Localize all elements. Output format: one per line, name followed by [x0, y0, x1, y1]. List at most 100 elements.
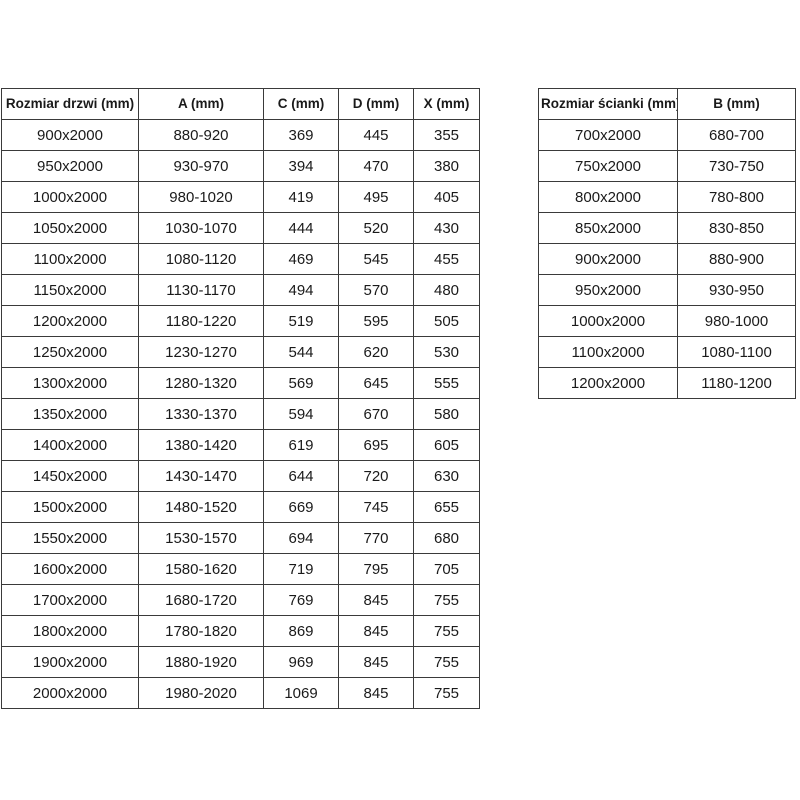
table-cell: 594: [263, 398, 339, 430]
table-cell: 670: [338, 398, 414, 430]
table-cell: 830-850: [677, 212, 796, 244]
table-cell: 494: [263, 274, 339, 306]
table-cell: 700x2000: [538, 119, 678, 151]
table-header-row: Rozmiar drzwi (mm) A (mm) C (mm) D (mm) X (m…: [1, 88, 480, 120]
table-cell: 1880-1920: [138, 646, 264, 678]
table-cell: 755: [413, 584, 480, 616]
table-cell: 1230-1270: [138, 336, 264, 368]
table-cell: 850x2000: [538, 212, 678, 244]
table-row: 800x2000 780-800: [538, 181, 796, 213]
column-header: C (mm): [263, 88, 339, 120]
table-cell: 1900x2000: [1, 646, 139, 678]
table-cell: 769: [263, 584, 339, 616]
table-cell: 355: [413, 119, 480, 151]
table-cell: 669: [263, 491, 339, 523]
table-cell: 1280-1320: [138, 367, 264, 399]
table-cell: 545: [338, 243, 414, 275]
table-cell: 1000x2000: [538, 305, 678, 337]
table-cell: 755: [413, 677, 480, 709]
table-cell: 619: [263, 429, 339, 461]
table-row: 1200x2000 1180-1200: [538, 367, 796, 399]
table-cell: 845: [338, 677, 414, 709]
table-row: 1000x2000 980-1020 419 495 405: [1, 181, 480, 213]
table-cell: 1700x2000: [1, 584, 139, 616]
table-cell: 705: [413, 553, 480, 585]
table-cell: 1330-1370: [138, 398, 264, 430]
table-row: 1100x2000 1080-1120 469 545 455: [1, 243, 480, 275]
table-cell: 1130-1170: [138, 274, 264, 306]
table-row: 1150x2000 1130-1170 494 570 480: [1, 274, 480, 306]
table-cell: 680-700: [677, 119, 796, 151]
table-cell: 495: [338, 181, 414, 213]
table-cell: 380: [413, 150, 480, 182]
table-cell: 520: [338, 212, 414, 244]
table-cell: 755: [413, 615, 480, 647]
table-cell: 1150x2000: [1, 274, 139, 306]
table-cell: 950x2000: [538, 274, 678, 306]
table-cell: 519: [263, 305, 339, 337]
table-row: 2000x2000 1980-2020 1069 845 755: [1, 677, 480, 709]
table-cell: 1030-1070: [138, 212, 264, 244]
table-cell: 419: [263, 181, 339, 213]
table-cell: 630: [413, 460, 480, 492]
table-cell: 655: [413, 491, 480, 523]
table-cell: 644: [263, 460, 339, 492]
table-cell: 570: [338, 274, 414, 306]
table-cell: 930-970: [138, 150, 264, 182]
table-cell: 795: [338, 553, 414, 585]
table-cell: 1100x2000: [538, 336, 678, 368]
table-cell: 1580-1620: [138, 553, 264, 585]
table-cell: 469: [263, 243, 339, 275]
table-cell: 1980-2020: [138, 677, 264, 709]
table-cell: 1530-1570: [138, 522, 264, 554]
table-cell: 900x2000: [1, 119, 139, 151]
table-cell: 1350x2000: [1, 398, 139, 430]
table-row: 1400x2000 1380-1420 619 695 605: [1, 429, 480, 461]
table-cell: 480: [413, 274, 480, 306]
table-cell: 1080-1100: [677, 336, 796, 368]
table-row: 950x2000 930-970 394 470 380: [1, 150, 480, 182]
table-row: 950x2000 930-950: [538, 274, 796, 306]
table-row: 850x2000 830-850: [538, 212, 796, 244]
table-cell: 980-1020: [138, 181, 264, 213]
table-cell: 969: [263, 646, 339, 678]
table-cell: 1800x2000: [1, 615, 139, 647]
table-cell: 745: [338, 491, 414, 523]
table-cell: 595: [338, 305, 414, 337]
table-cell: 694: [263, 522, 339, 554]
table-cell: 845: [338, 646, 414, 678]
table-row: 1250x2000 1230-1270 544 620 530: [1, 336, 480, 368]
table-cell: 1550x2000: [1, 522, 139, 554]
table-cell: 750x2000: [538, 150, 678, 182]
table-cell: 1200x2000: [538, 367, 678, 399]
table-cell: 605: [413, 429, 480, 461]
table-cell: 369: [263, 119, 339, 151]
table-row: 700x2000 680-700: [538, 119, 796, 151]
table-cell: 1200x2000: [1, 305, 139, 337]
table-cell: 1600x2000: [1, 553, 139, 585]
table-cell: 455: [413, 243, 480, 275]
table-cell: 1400x2000: [1, 429, 139, 461]
table-cell: 755: [413, 646, 480, 678]
table-cell: 1780-1820: [138, 615, 264, 647]
table-cell: 1450x2000: [1, 460, 139, 492]
table-cell: 544: [263, 336, 339, 368]
table-cell: 1080-1120: [138, 243, 264, 275]
table-row: 1300x2000 1280-1320 569 645 555: [1, 367, 480, 399]
table-row: 1800x2000 1780-1820 869 845 755: [1, 615, 480, 647]
table-cell: 1050x2000: [1, 212, 139, 244]
table-cell: 405: [413, 181, 480, 213]
table-cell: 900x2000: [538, 243, 678, 275]
table-row: 1450x2000 1430-1470 644 720 630: [1, 460, 480, 492]
table-cell: 1180-1220: [138, 305, 264, 337]
table-cell: 730-750: [677, 150, 796, 182]
table-row: 1200x2000 1180-1220 519 595 505: [1, 305, 480, 337]
table-cell: 880-900: [677, 243, 796, 275]
table-cell: 555: [413, 367, 480, 399]
table-cell: 445: [338, 119, 414, 151]
table-cell: 845: [338, 615, 414, 647]
table-cell: 1500x2000: [1, 491, 139, 523]
table-cell: 1000x2000: [1, 181, 139, 213]
table-cell: 1680-1720: [138, 584, 264, 616]
